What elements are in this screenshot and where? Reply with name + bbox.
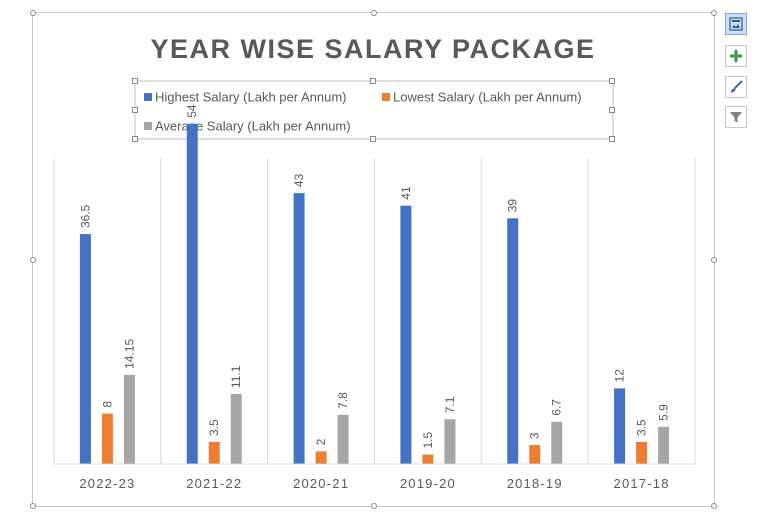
x-tick-label: 2021-22 [186, 476, 242, 491]
bar[interactable] [337, 414, 349, 464]
legend-entry-label: Lowest Salary (Lakh per Annum) [393, 90, 582, 105]
chart-elements-layout-button[interactable] [725, 13, 747, 35]
bar[interactable] [507, 218, 519, 464]
chart-layout-icon [729, 17, 743, 31]
bar[interactable] [658, 426, 670, 464]
x-tick-label: 2018-19 [507, 476, 563, 491]
data-label: 2 [314, 438, 328, 445]
data-label: 3.5 [635, 419, 649, 436]
resize-handle-bottom-right[interactable] [711, 503, 717, 509]
data-label: 36.5 [78, 204, 92, 228]
legend-entry-label: Highest Salary (Lakh per Annum) [155, 90, 346, 105]
legend-resize-handle[interactable] [132, 78, 138, 84]
bar[interactable] [293, 193, 305, 464]
resize-handle-right[interactable] [711, 257, 717, 263]
brush-icon [731, 80, 743, 93]
legend-resize-handle[interactable] [609, 136, 615, 142]
bar[interactable] [444, 419, 456, 464]
plot-bars [79, 123, 670, 465]
filter-icon [730, 112, 742, 123]
bar[interactable] [123, 374, 135, 464]
data-label: 41 [399, 186, 413, 200]
legend-entry-label: Average Salary (Lakh per Annum) [155, 119, 351, 134]
resize-handle-top[interactable] [371, 10, 377, 16]
data-label: 43 [292, 173, 306, 187]
data-label: 3 [528, 432, 542, 439]
bar[interactable] [400, 205, 412, 464]
x-tick-label: 2020-21 [293, 476, 349, 491]
bar[interactable] [422, 454, 434, 464]
data-label: 5.9 [657, 404, 671, 421]
legend-swatch [144, 122, 152, 130]
data-label: 12 [613, 369, 627, 383]
legend-swatch [382, 93, 390, 101]
resize-handle-top-left[interactable] [30, 10, 36, 16]
resize-handle-left[interactable] [30, 257, 36, 263]
bar[interactable] [636, 441, 648, 464]
data-labels: 36.5 8 14.15 54 3.5 11.1 43 2 7.8 41 1.5 7.1 39 3 6.7 1… [78, 104, 670, 448]
legend-resize-handle[interactable] [132, 107, 138, 113]
x-tick-label: 2019-20 [400, 476, 456, 491]
x-tick-label: 2017-18 [614, 476, 670, 491]
bar[interactable] [208, 441, 220, 464]
x-axis-tick-labels: 2022-23 2021-22 2020-21 2019-20 2018-19 2017-… [79, 476, 670, 491]
chart-styles-button[interactable] [725, 76, 747, 98]
legend-box [134, 80, 614, 140]
legend[interactable]: Highest Salary (Lakh per Annum) Lowest Sa… [132, 78, 615, 142]
data-label: 14.15 [122, 338, 136, 368]
chart-elements-button[interactable] [725, 45, 747, 67]
bar[interactable] [529, 445, 541, 464]
data-label: 1.5 [421, 432, 435, 449]
resize-handle-top-right[interactable] [711, 10, 717, 16]
data-label: 8 [100, 401, 114, 408]
data-label: 3.5 [207, 419, 221, 436]
x-tick-label: 2022-23 [79, 476, 135, 491]
chart-filters-button[interactable] [725, 106, 747, 128]
bar[interactable] [315, 451, 327, 464]
plus-icon [730, 50, 742, 62]
data-label: 6.7 [550, 399, 564, 416]
legend-swatch [144, 93, 152, 101]
bar[interactable] [230, 394, 242, 464]
resize-handle-bottom-left[interactable] [30, 503, 36, 509]
resize-handle-bottom[interactable] [371, 503, 377, 509]
bar[interactable] [79, 234, 91, 464]
bar[interactable] [614, 388, 626, 464]
data-label: 7.8 [336, 392, 350, 409]
legend-resize-handle[interactable] [609, 78, 615, 84]
chart-title: YEAR WISE SALARY PACKAGE [150, 34, 595, 64]
data-label: 54 [185, 104, 199, 118]
bar[interactable] [101, 413, 113, 464]
data-label: 11.1 [229, 365, 243, 388]
bar[interactable] [551, 421, 563, 464]
legend-resize-handle[interactable] [609, 107, 615, 113]
data-label: 7.1 [443, 396, 457, 413]
data-label: 39 [506, 199, 520, 213]
legend-resize-handle[interactable] [370, 136, 376, 142]
bar[interactable] [186, 123, 198, 465]
category-gridlines [53, 158, 696, 464]
chart-area[interactable] [30, 10, 717, 509]
legend-resize-handle[interactable] [370, 78, 376, 84]
legend-resize-handle[interactable] [132, 136, 138, 142]
